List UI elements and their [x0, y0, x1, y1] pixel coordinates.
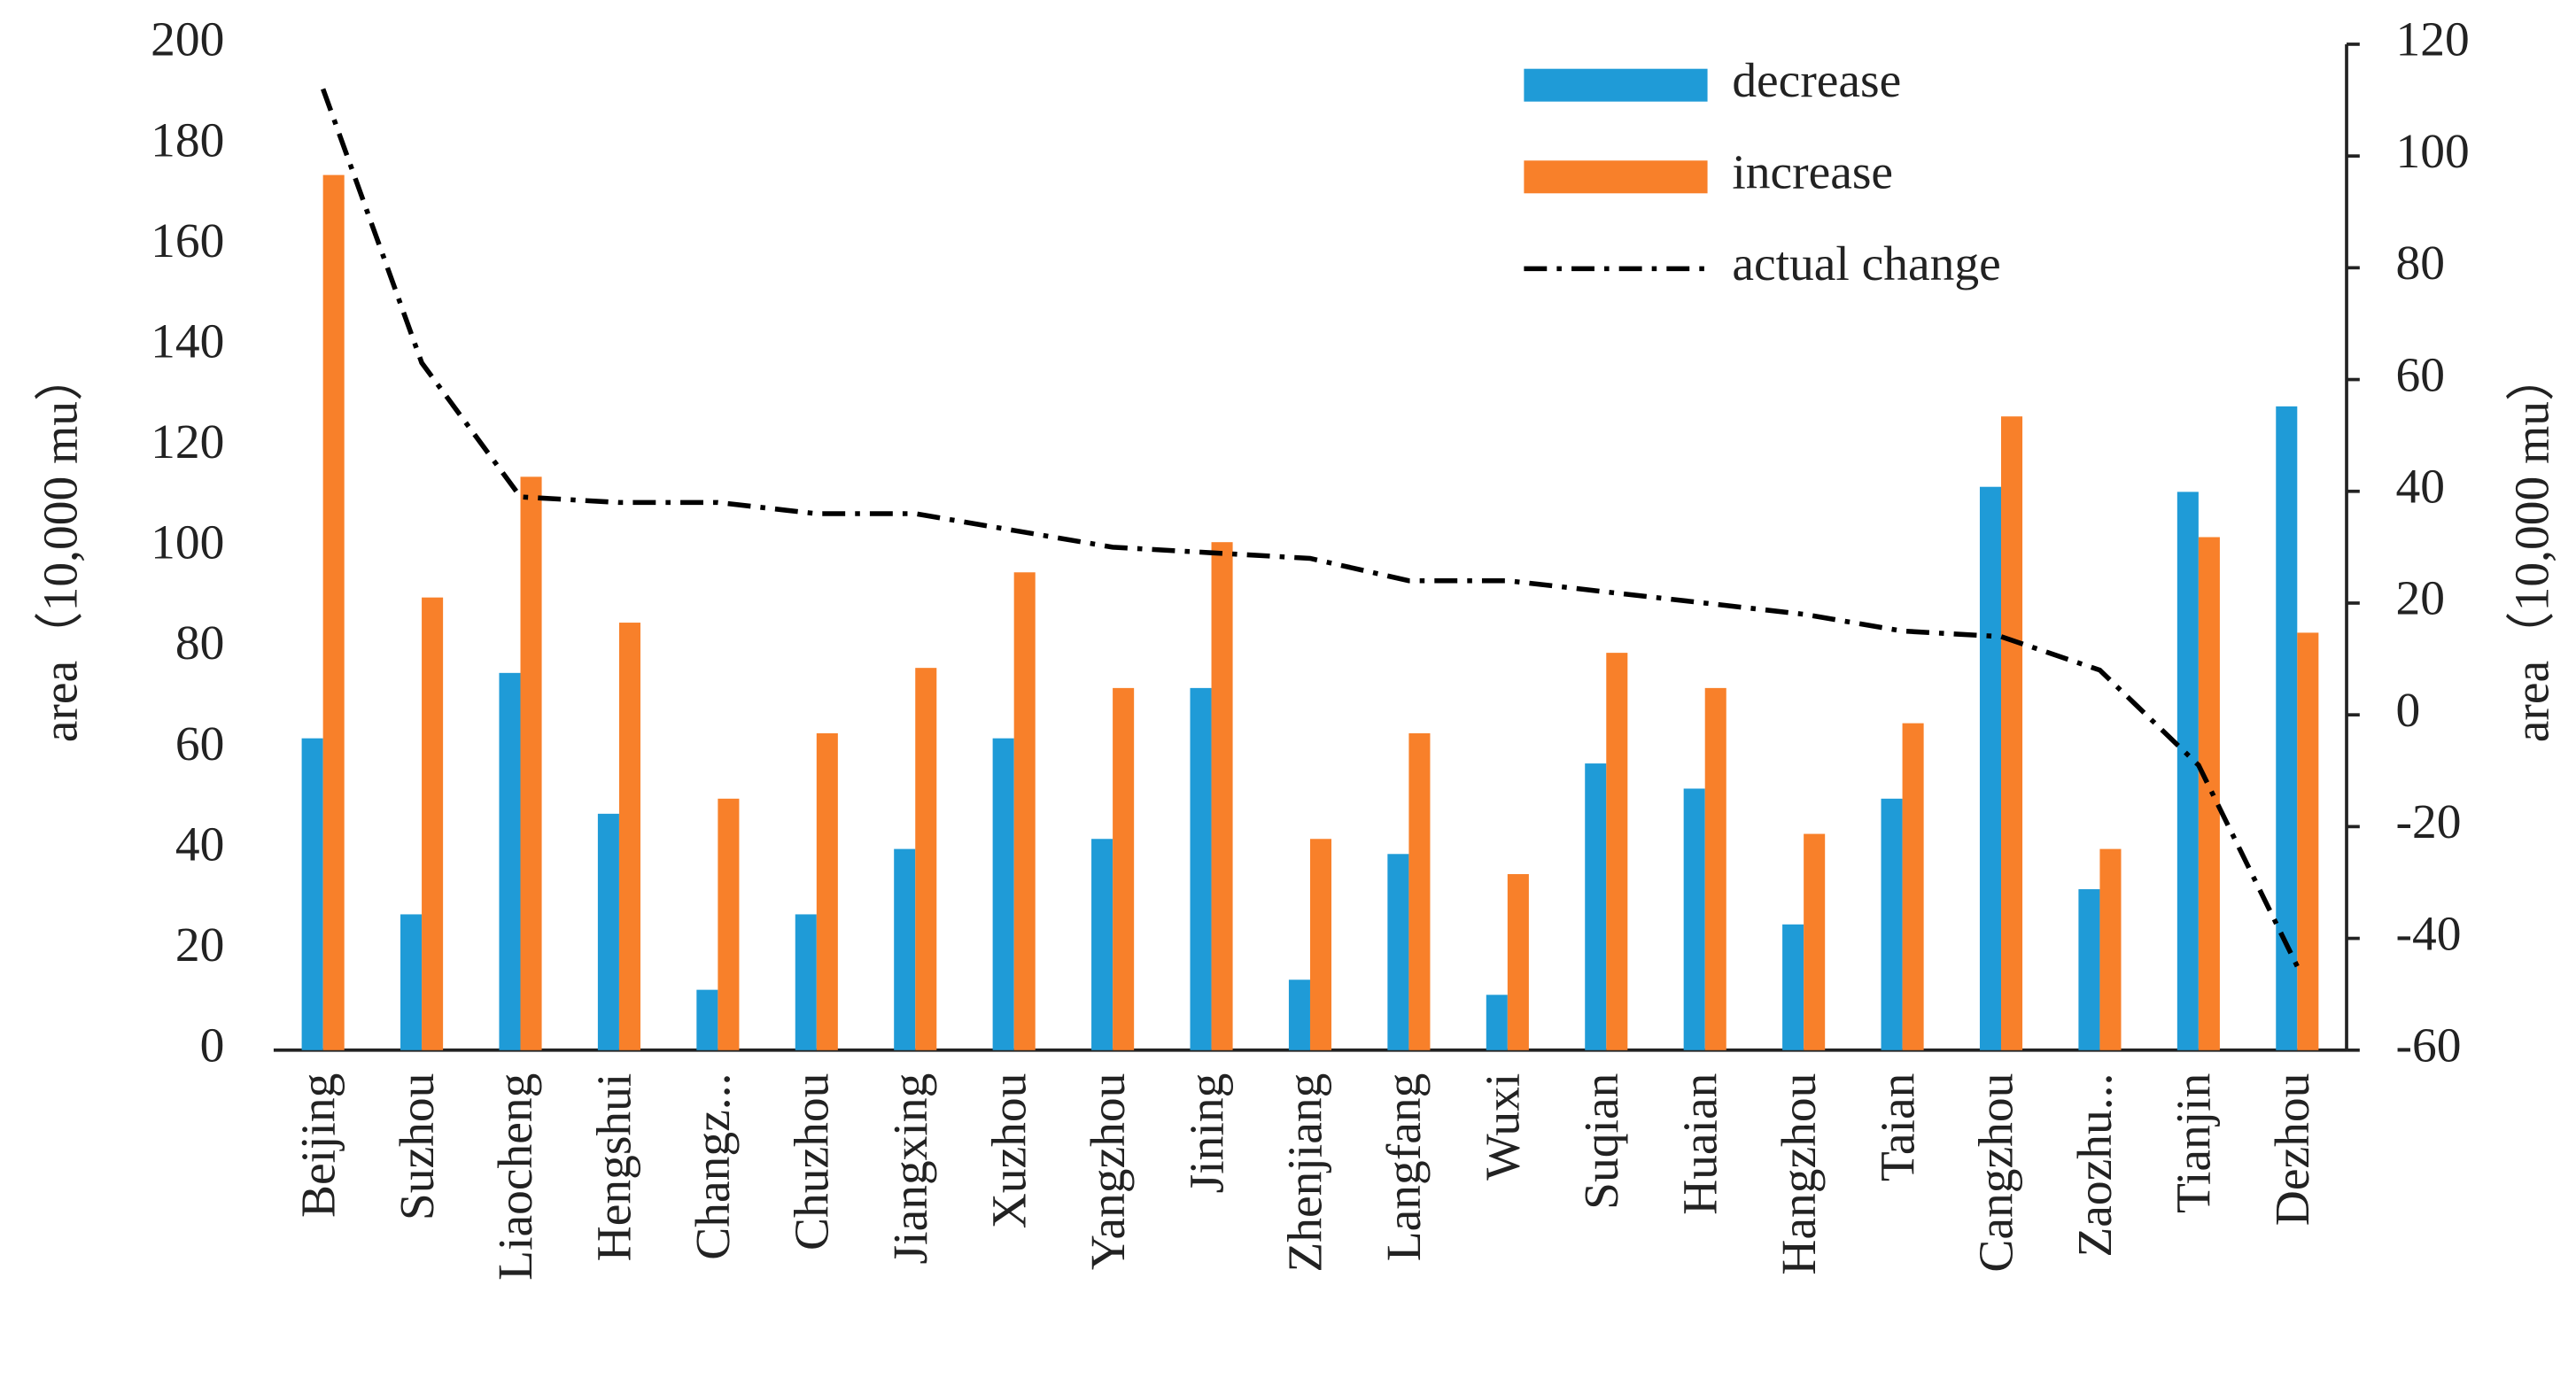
y2-axis-label: area（10,000 mu） — [2505, 352, 2559, 743]
y-tick-label: 200 — [151, 13, 224, 67]
bar — [618, 623, 640, 1050]
bar — [1902, 723, 1924, 1050]
bar — [1881, 798, 1903, 1050]
y-tick-label: 60 — [175, 717, 224, 771]
bar — [1091, 839, 1113, 1050]
x-tick-label: Langfang — [1377, 1073, 1432, 1262]
legend-label: decrease — [1732, 54, 1901, 108]
bar — [2297, 632, 2319, 1050]
bar — [1387, 854, 1409, 1050]
x-tick-label: Dezhou — [2266, 1073, 2320, 1227]
x-tick-label: Zaozhu... — [2068, 1073, 2122, 1258]
x-tick-label: Hangzhou — [1773, 1073, 1827, 1275]
y-tick-label: 0 — [200, 1019, 225, 1073]
y-tick-label: 160 — [151, 214, 224, 268]
bar — [1979, 486, 2002, 1050]
bar — [1507, 874, 1529, 1050]
y-tick-label: 120 — [151, 415, 224, 469]
y-tick-label: 40 — [175, 817, 224, 871]
y2-tick-label: 120 — [2396, 13, 2470, 67]
y2-tick-label: -20 — [2396, 795, 2462, 849]
y2-tick-label: -60 — [2396, 1019, 2462, 1073]
x-tick-label: Zhenjiang — [1279, 1073, 1333, 1273]
bar — [816, 732, 838, 1050]
bar — [1113, 687, 1135, 1050]
bar — [322, 174, 345, 1050]
x-tick-label: Liaocheng — [489, 1073, 543, 1281]
bar — [520, 476, 542, 1050]
y-tick-label: 100 — [151, 516, 224, 570]
bar — [301, 738, 323, 1050]
y2-tick-label: 40 — [2396, 460, 2445, 514]
x-tick-label: Yangzhou — [1082, 1073, 1136, 1270]
x-tick-label: Beijing — [291, 1073, 345, 1218]
x-tick-label: Cangzhou — [1970, 1073, 2024, 1273]
x-tick-label: Tianjin — [2168, 1073, 2222, 1213]
x-tick-label: Changz... — [687, 1073, 741, 1260]
bar — [499, 672, 521, 1050]
y2-tick-label: -40 — [2396, 907, 2462, 961]
bar — [1309, 839, 1332, 1050]
bar — [1211, 542, 1233, 1050]
x-tick-label: Suzhou — [391, 1073, 445, 1220]
bar — [2099, 848, 2122, 1050]
bar — [795, 914, 817, 1050]
bar — [718, 798, 740, 1050]
bar — [1683, 788, 1705, 1050]
y2-tick-label: 80 — [2396, 236, 2445, 290]
bar — [2198, 537, 2220, 1050]
bar — [915, 668, 937, 1050]
bar — [2078, 889, 2100, 1050]
y-axis-label: area（10,000 mu） — [35, 352, 89, 743]
y-tick-label: 80 — [175, 616, 224, 670]
y2-tick-label: 0 — [2396, 684, 2421, 738]
y-tick-label: 20 — [175, 918, 224, 972]
x-tick-label: Jiangxing — [884, 1073, 938, 1265]
bar — [400, 914, 423, 1050]
legend-swatch — [1524, 68, 1708, 102]
x-tick-label: Hengshui — [588, 1073, 642, 1262]
y2-tick-label: 100 — [2396, 125, 2470, 179]
x-tick-label: Suqian — [1575, 1073, 1629, 1210]
bar — [1606, 653, 1628, 1050]
bar — [1804, 833, 1826, 1050]
bar — [1585, 763, 1607, 1050]
y2-tick-label: 20 — [2396, 572, 2445, 626]
x-tick-label: Huaian — [1673, 1073, 1727, 1215]
bar — [1704, 687, 1726, 1050]
y-tick-label: 180 — [151, 113, 224, 167]
bar — [1782, 924, 1804, 1050]
x-tick-label: Chuzhou — [786, 1073, 840, 1250]
line — [321, 88, 2300, 968]
bar — [1408, 732, 1431, 1050]
x-tick-label: Jining — [1180, 1073, 1234, 1194]
bar — [2001, 416, 2023, 1050]
x-tick-label: Xuzhou — [982, 1073, 1036, 1229]
bar — [1190, 687, 1212, 1050]
x-tick-label: Taian — [1871, 1073, 1925, 1181]
legend-label: actual change — [1732, 237, 2000, 291]
legend-label: increase — [1732, 146, 1893, 200]
bar — [422, 597, 444, 1050]
bar — [1013, 572, 1036, 1050]
y-tick-label: 140 — [151, 314, 224, 368]
bar — [894, 848, 916, 1050]
y2-tick-label: 60 — [2396, 348, 2445, 402]
x-tick-label: Wuxi — [1477, 1073, 1531, 1181]
bar — [1486, 995, 1508, 1050]
bar — [2276, 406, 2298, 1050]
bar — [2176, 492, 2199, 1050]
bar — [696, 989, 718, 1050]
bar — [597, 813, 619, 1050]
legend-swatch — [1524, 160, 1708, 194]
bar — [992, 738, 1014, 1050]
bar — [1288, 979, 1310, 1050]
